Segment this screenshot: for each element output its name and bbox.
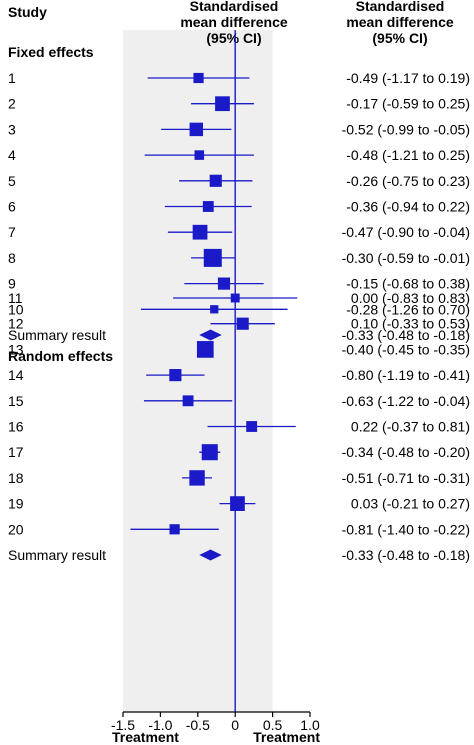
summary-label: Summary result (8, 547, 106, 563)
point-estimate (209, 174, 222, 187)
point-estimate (210, 305, 219, 314)
study-label: 17 (8, 444, 24, 460)
ci-text: -0.15 (-0.68 to 0.38) (346, 276, 470, 292)
summary-diamond (199, 329, 222, 341)
ci-text: 0.10 (-0.33 to 0.53) (351, 316, 470, 332)
summary-ci-text: -0.33 (-0.48 to -0.18) (342, 547, 470, 563)
x-tick-label: -0.5 (186, 717, 210, 733)
ci-text: -0.80 (-1.19 to -0.41) (342, 367, 470, 383)
point-estimate (236, 317, 249, 330)
study-label: 11 (8, 290, 23, 306)
study-label: 3 (8, 121, 16, 137)
point-estimate (215, 96, 230, 112)
study-label: 4 (8, 147, 16, 163)
section-title: Fixed effects (8, 44, 94, 60)
footer-left-line: Treatment (112, 729, 179, 745)
x-tick-label: 0 (231, 717, 239, 733)
ci-text: -0.47 (-0.90 to -0.04) (342, 224, 470, 240)
ci-text: -0.34 (-0.48 to -0.20) (342, 444, 470, 460)
ci-text: -0.36 (-0.94 to 0.22) (346, 199, 470, 215)
point-estimate (193, 72, 204, 84)
point-estimate (189, 470, 205, 486)
ci-text: 0.03 (-0.21 to 0.27) (351, 496, 470, 512)
point-estimate (246, 421, 258, 432)
summary-diamond (199, 549, 222, 561)
x-tick-label: 0.5 (263, 717, 283, 733)
header-effect-line: (95% CI) (206, 30, 261, 46)
point-estimate (217, 277, 231, 290)
header-study: Study (8, 4, 47, 20)
shaded-region (123, 30, 273, 712)
summary-label: Summary result (8, 327, 106, 343)
point-estimate (230, 293, 240, 303)
point-estimate (230, 496, 245, 511)
x-tick-label: 1.0 (300, 717, 320, 733)
point-estimate (192, 224, 208, 240)
point-estimate (169, 524, 180, 535)
ci-text: -0.17 (-0.59 to 0.25) (346, 96, 470, 112)
point-estimate (203, 248, 222, 267)
point-estimate (182, 395, 194, 407)
ci-text: 0.00 (-0.83 to 0.83) (351, 290, 470, 306)
ci-text: -0.30 (-0.59 to -0.01) (342, 250, 470, 266)
study-label: 2 (8, 96, 16, 112)
study-label: 9 (8, 276, 16, 292)
point-estimate (189, 122, 204, 137)
study-label: 8 (8, 250, 16, 266)
study-label: 19 (8, 496, 24, 512)
study-label: 7 (8, 224, 16, 240)
study-label: 5 (8, 173, 16, 189)
ci-text: -0.49 (-1.17 to 0.19) (346, 70, 470, 86)
study-label: 20 (8, 521, 24, 537)
header-effect-line: mean difference (180, 14, 288, 30)
ci-text: -0.26 (-0.75 to 0.23) (346, 173, 470, 189)
section-title: Random effects (8, 348, 113, 364)
point-estimate (194, 150, 205, 160)
ci-text: -0.52 (-0.99 to -0.05) (342, 121, 470, 137)
study-label: 15 (8, 393, 24, 409)
ci-text: 0.22 (-0.37 to 0.81) (351, 419, 470, 435)
study-label: 13 (8, 341, 24, 357)
header-ci-line: Standardised (356, 0, 445, 14)
header-effect-line: Standardised (190, 0, 279, 14)
ci-text: -0.28 (-1.26 to 0.70) (346, 301, 470, 317)
study-label: 10 (8, 301, 24, 317)
study-label: 12 (8, 316, 24, 332)
x-tick-label: -1.0 (148, 717, 172, 733)
ci-text: -0.40 (-0.45 to -0.35) (342, 341, 470, 357)
ci-text: -0.63 (-1.22 to -0.04) (342, 393, 470, 409)
header-ci-line: (95% CI) (372, 30, 427, 46)
study-label: 6 (8, 199, 16, 215)
study-label: 16 (8, 419, 24, 435)
point-estimate (169, 369, 182, 382)
study-label: 18 (8, 470, 24, 486)
study-label: 14 (8, 367, 24, 383)
x-tick-label: -1.5 (111, 717, 135, 733)
point-estimate (202, 201, 214, 212)
header-ci-line: mean difference (346, 14, 454, 30)
ci-text: -0.51 (-0.71 to -0.31) (342, 470, 470, 486)
point-estimate (201, 444, 218, 461)
footer-right-line: Treatment (253, 729, 320, 745)
point-estimate (196, 341, 214, 358)
study-label: 1 (8, 70, 16, 86)
ci-text: -0.81 (-1.40 to -0.22) (342, 521, 470, 537)
ci-text: -0.48 (-1.21 to 0.25) (346, 147, 470, 163)
summary-ci-text: -0.33 (-0.48 to -0.18) (342, 327, 470, 343)
